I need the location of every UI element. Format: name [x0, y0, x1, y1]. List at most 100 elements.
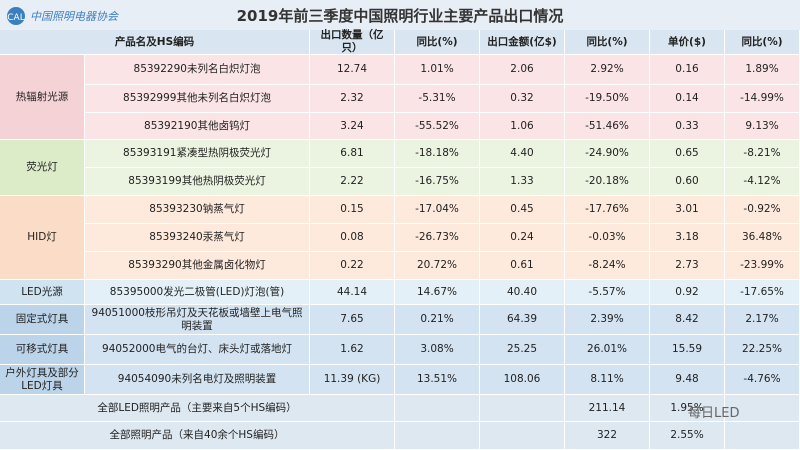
header-cell: 产品名及HS编码: [0, 30, 310, 55]
data-cell: -17.04%: [395, 196, 480, 224]
title-bar: [0, 0, 800, 30]
product-name: 94051000枝形吊灯及天花板或墙壁上电气照明装置: [85, 305, 310, 335]
total-label: 全部照明产品（来自40余个HS编码）: [0, 422, 395, 450]
data-cell: 2.73: [650, 252, 725, 280]
data-cell: -5.57%: [565, 280, 650, 305]
data-cell: -8.21%: [725, 140, 800, 168]
data-cell: 4.40: [480, 140, 565, 168]
data-cell: 3.24: [310, 113, 395, 140]
data-cell: 0.24: [480, 224, 565, 252]
data-cell: 0.16: [650, 55, 725, 85]
data-cell: 2.17%: [725, 305, 800, 335]
data-cell: 1.62: [310, 335, 395, 365]
data-cell: 6.81: [310, 140, 395, 168]
data-cell: 0.45: [480, 196, 565, 224]
data-cell: 0.14: [650, 85, 725, 113]
group-label: 荧光灯: [0, 140, 85, 196]
data-cell: -8.24%: [565, 252, 650, 280]
data-cell: -0.92%: [725, 196, 800, 224]
total-amount: 211.14: [565, 395, 650, 422]
data-cell: 3.01: [650, 196, 725, 224]
data-cell: 1.89%: [725, 55, 800, 85]
empty-cell: [725, 395, 800, 422]
data-cell: 22.25%: [725, 335, 800, 365]
data-cell: 3.08%: [395, 335, 480, 365]
data-cell: -26.73%: [395, 224, 480, 252]
data-cell: 108.06: [480, 365, 565, 395]
data-cell: 0.15: [310, 196, 395, 224]
logo-icon: CAL: [7, 7, 25, 25]
data-cell: 0.60: [650, 168, 725, 196]
data-cell: 44.14: [310, 280, 395, 305]
total-yoy: 1.95%: [650, 395, 725, 422]
group-label: LED光源: [0, 280, 85, 305]
data-cell: 14.67%: [395, 280, 480, 305]
watermark: 每日LED: [688, 406, 740, 421]
header-cell: 同比(%): [395, 30, 480, 55]
data-cell: 9.48: [650, 365, 725, 395]
empty-cell: [480, 422, 565, 450]
product-name: 85393290其他金属卤化物灯: [85, 252, 310, 280]
logo-text: 中国照明电器协会: [30, 10, 118, 23]
title: 2019年前三季度中国照明行业主要产品出口情况: [236, 7, 564, 25]
data-cell: 26.01%: [565, 335, 650, 365]
data-cell: 36.48%: [725, 224, 800, 252]
group-label: 户外灯具及部分LED灯具: [0, 365, 85, 395]
header-cell: 同比(%): [725, 30, 800, 55]
data-cell: 0.65: [650, 140, 725, 168]
product-name: 85395000发光二极管(LED)灯泡(管): [85, 280, 310, 305]
data-cell: -55.52%: [395, 113, 480, 140]
data-cell: 1.06: [480, 113, 565, 140]
group-label: 热辐射光源: [0, 55, 85, 140]
data-cell: -14.99%: [725, 85, 800, 113]
empty-cell: [725, 422, 800, 450]
header-cell: 单价($): [650, 30, 725, 55]
product-name: 85393240汞蒸气灯: [85, 224, 310, 252]
product-name: 85393230钠蒸气灯: [85, 196, 310, 224]
data-cell: 8.42: [650, 305, 725, 335]
header-cell: 出口数量（亿只）: [310, 29, 395, 55]
total-amount: 322: [565, 422, 650, 450]
data-cell: 2.22: [310, 168, 395, 196]
data-cell: 1.01%: [395, 55, 480, 85]
data-cell: -17.65%: [725, 280, 800, 305]
data-cell: 25.25: [480, 335, 565, 365]
data-cell: 64.39: [480, 305, 565, 335]
empty-cell: [395, 422, 480, 450]
data-cell: -17.76%: [565, 196, 650, 224]
data-cell: 20.72%: [395, 252, 480, 280]
data-cell: -0.03%: [565, 224, 650, 252]
data-cell: 9.13%: [725, 113, 800, 140]
data-cell: -16.75%: [395, 168, 480, 196]
data-cell: -19.50%: [565, 85, 650, 113]
group-label: HID灯: [0, 196, 85, 280]
empty-cell: [395, 395, 480, 422]
header-cell: 同比(%): [565, 30, 650, 55]
product-name: 85392999其他未列名白炽灯泡: [85, 85, 310, 113]
data-cell: -24.90%: [565, 140, 650, 168]
data-cell: 0.92: [650, 280, 725, 305]
data-cell: -20.18%: [565, 168, 650, 196]
data-cell: 13.51%: [395, 365, 480, 395]
data-cell: 0.21%: [395, 305, 480, 335]
data-cell: -4.12%: [725, 168, 800, 196]
group-label: 可移式灯具: [0, 335, 85, 365]
empty-cell: [480, 395, 565, 422]
data-cell: 3.18: [650, 224, 725, 252]
product-name: 85392190其他卤钨灯: [85, 113, 310, 140]
data-cell: 0.08: [310, 224, 395, 252]
data-cell: 40.40: [480, 280, 565, 305]
data-cell: -23.99%: [725, 252, 800, 280]
data-cell: 2.39%: [565, 305, 650, 335]
header-cell: 出口金额(亿$): [480, 30, 565, 55]
data-cell: 0.61: [480, 252, 565, 280]
product-name: 94052000电气的台灯、床头灯或落地灯: [85, 335, 310, 365]
data-cell: 1.33: [480, 168, 565, 196]
data-cell: 12.74: [310, 55, 395, 85]
product-name: 85393199其他热阴极荧光灯: [85, 168, 310, 196]
data-cell: -51.46%: [565, 113, 650, 140]
data-cell: 0.32: [480, 85, 565, 113]
data-cell: 0.22: [310, 252, 395, 280]
total-yoy: 2.55%: [650, 422, 725, 450]
